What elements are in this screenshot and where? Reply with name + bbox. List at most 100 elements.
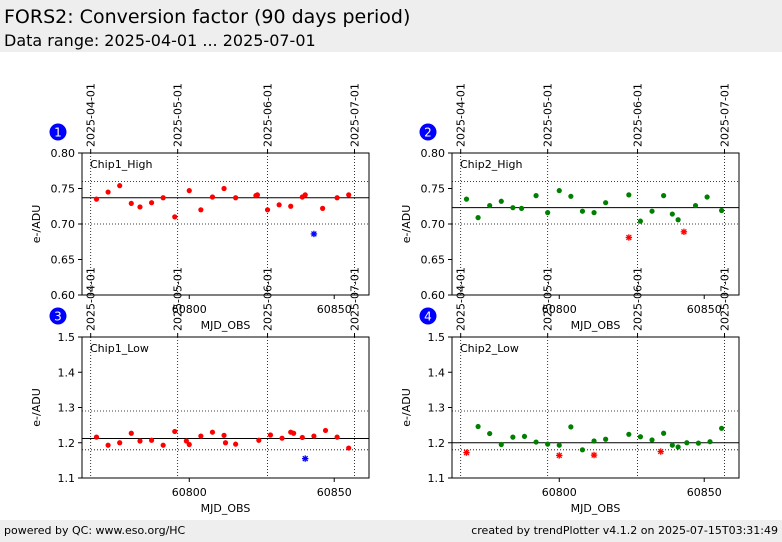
date-tick-label: 2025-07-01 bbox=[349, 83, 362, 147]
data-point bbox=[117, 440, 123, 446]
data-point bbox=[276, 202, 282, 208]
data-point bbox=[510, 434, 516, 440]
data-point bbox=[334, 434, 340, 440]
data-point bbox=[93, 196, 100, 202]
data-point bbox=[334, 195, 340, 201]
y-tick-label: 0.65 bbox=[51, 254, 76, 267]
x-axis-label: MJD_OBS bbox=[201, 319, 251, 332]
data-range-subtitle: Data range: 2025-04-01 ... 2025-07-01 bbox=[4, 31, 316, 50]
date-tick-label: 2025-05-01 bbox=[542, 267, 555, 331]
data-point bbox=[626, 192, 632, 198]
panel-number: 3 bbox=[54, 310, 62, 324]
y-tick-label: 0.80 bbox=[51, 147, 76, 160]
data-point bbox=[533, 439, 539, 445]
panel-number-badge bbox=[419, 123, 437, 141]
data-point bbox=[128, 430, 134, 436]
data-point bbox=[198, 207, 204, 213]
date-tick-label: 2025-04-01 bbox=[85, 267, 98, 331]
data-point bbox=[160, 442, 166, 448]
page-title: FORS2: Conversion factor (90 days period… bbox=[4, 6, 411, 28]
date-tick-label: 2025-04-01 bbox=[455, 83, 468, 147]
data-point bbox=[568, 193, 574, 199]
data-point bbox=[128, 200, 134, 207]
x-tick-label: 60800 bbox=[172, 303, 207, 316]
data-point bbox=[521, 433, 528, 440]
y-tick-label: 1.5 bbox=[428, 331, 446, 344]
data-point bbox=[533, 193, 539, 199]
x-tick-label: 60850 bbox=[687, 303, 722, 316]
powered-by-text: powered by QC: www.eso.org/HC bbox=[4, 524, 186, 537]
y-axis-label: e-/ADU bbox=[30, 205, 43, 244]
panel-number-badge bbox=[49, 123, 67, 141]
data-point bbox=[320, 205, 326, 211]
y-tick-label: 1.4 bbox=[428, 366, 446, 379]
y-tick-label: 1.1 bbox=[58, 472, 76, 485]
data-point bbox=[311, 433, 317, 439]
data-point bbox=[692, 202, 699, 209]
data-point bbox=[93, 434, 100, 440]
data-point bbox=[148, 200, 155, 206]
date-tick-label: 2025-05-01 bbox=[542, 83, 555, 147]
data-point bbox=[556, 442, 562, 448]
data-point bbox=[186, 441, 192, 448]
data-point bbox=[591, 438, 597, 444]
y-axis-label: e-/ADU bbox=[400, 388, 413, 427]
y-tick-label: 0.60 bbox=[51, 289, 76, 302]
chip-label: Chip2_Low bbox=[460, 342, 519, 355]
data-point bbox=[183, 438, 189, 444]
y-axis-label: e-/ADU bbox=[400, 205, 413, 244]
y-tick-label: 1.3 bbox=[58, 402, 76, 415]
data-point bbox=[649, 437, 655, 443]
date-tick-label: 2025-04-01 bbox=[85, 83, 98, 147]
date-tick-label: 2025-05-01 bbox=[172, 267, 185, 331]
data-point bbox=[579, 208, 586, 214]
data-point bbox=[603, 200, 609, 206]
x-axis-label: MJD_OBS bbox=[571, 502, 621, 515]
data-point bbox=[603, 436, 609, 442]
x-tick-label: 60850 bbox=[687, 486, 722, 499]
date-tick-label: 2025-06-01 bbox=[632, 83, 645, 147]
data-point bbox=[299, 434, 305, 441]
y-tick-label: 0.70 bbox=[421, 218, 446, 231]
date-tick-label: 2025-04-01 bbox=[455, 267, 468, 331]
x-axis-label: MJD_OBS bbox=[201, 502, 251, 515]
data-point bbox=[137, 204, 143, 210]
data-point bbox=[675, 217, 681, 223]
data-point bbox=[222, 440, 229, 446]
data-point bbox=[233, 441, 239, 447]
outlier-point bbox=[310, 230, 318, 238]
data-point bbox=[579, 447, 586, 453]
y-tick-label: 0.60 bbox=[421, 289, 446, 302]
created-by-text: created by trendPlotter v4.1.2 on 2025-0… bbox=[471, 524, 778, 537]
date-tick-label: 2025-06-01 bbox=[262, 83, 275, 147]
data-point bbox=[475, 423, 481, 430]
data-point bbox=[669, 442, 675, 448]
data-point bbox=[518, 205, 525, 211]
data-point bbox=[105, 442, 111, 448]
y-tick-label: 0.65 bbox=[421, 254, 446, 267]
data-point bbox=[267, 432, 274, 438]
panel-2: 2025-04-01 2025-05-01 2025-06-01 2025-07-01… bbox=[400, 83, 740, 332]
report-footer: powered by QC: www.eso.org/HC created by… bbox=[0, 520, 782, 542]
data-point bbox=[198, 433, 204, 439]
panel-4: 2025-04-01 2025-05-01 2025-06-01 2025-07-01… bbox=[400, 267, 740, 515]
panel-number: 4 bbox=[424, 310, 432, 324]
x-tick-label: 60800 bbox=[542, 486, 577, 499]
panel-number-badge bbox=[419, 307, 437, 325]
y-tick-label: 0.75 bbox=[51, 183, 76, 196]
chip-label: Chip1_Low bbox=[90, 342, 149, 355]
data-point bbox=[186, 188, 192, 194]
data-point bbox=[302, 192, 308, 198]
trend-plots: 2025-04-01 2025-05-01 2025-06-01 2025-07-01… bbox=[30, 83, 740, 515]
date-tick-label: 2025-07-01 bbox=[719, 267, 732, 331]
data-point bbox=[172, 214, 178, 220]
panel-1: 2025-04-01 2025-05-01 2025-06-01 2025-07-01… bbox=[30, 83, 370, 332]
data-point bbox=[545, 210, 551, 216]
data-point bbox=[719, 425, 725, 431]
data-point bbox=[256, 437, 262, 443]
panel-number: 2 bbox=[424, 126, 432, 140]
y-tick-label: 1.4 bbox=[58, 366, 76, 379]
data-point bbox=[137, 438, 143, 444]
panel-3: 2025-04-01 2025-05-01 2025-06-01 2025-07-01… bbox=[30, 267, 370, 515]
date-tick-label: 2025-05-01 bbox=[172, 83, 185, 147]
